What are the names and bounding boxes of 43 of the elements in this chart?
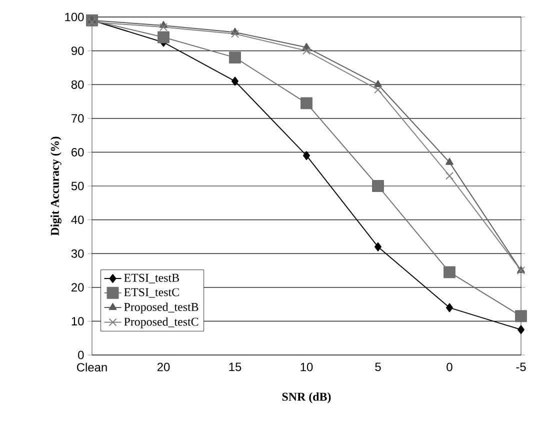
- y-tick-label: 50: [71, 182, 84, 190]
- legend-label: Proposed_testC: [124, 317, 198, 328]
- x-tick-label: 10: [300, 362, 313, 372]
- point: [374, 86, 382, 94]
- point: [230, 30, 240, 38]
- x-tick-label: 0: [446, 362, 452, 372]
- y-tick-label: 70: [72, 114, 84, 123]
- point: [374, 80, 382, 88]
- legend-label: Proposed_testB: [124, 302, 198, 314]
- y-tick-label: 60: [72, 148, 84, 156]
- legend-label: ETSI_testB: [124, 274, 179, 284]
- y-tick-label: 40: [71, 216, 84, 224]
- point: [302, 46, 311, 55]
- point: [446, 303, 453, 312]
- point: [232, 76, 238, 86]
- point: [446, 158, 454, 165]
- y-tick-label: 100: [65, 12, 84, 22]
- y-tick-label: 30: [71, 249, 84, 258]
- point: [374, 242, 382, 252]
- x-axis-title: SNR (dB): [282, 392, 331, 404]
- point: [372, 180, 384, 192]
- y-tick-label: 80: [71, 80, 84, 89]
- y-tick-label: 90: [71, 46, 84, 56]
- point: [518, 325, 524, 334]
- point: [300, 97, 312, 110]
- y-tick-label: 0: [78, 350, 84, 360]
- point: [445, 172, 454, 180]
- point: [303, 151, 310, 160]
- x-tick-label: Clean: [76, 362, 107, 372]
- point: [158, 31, 170, 44]
- x-tick-label: 20: [157, 362, 170, 372]
- point: [515, 310, 527, 322]
- y-tick-label: 10: [72, 316, 84, 326]
- x-tick-label: -5: [516, 362, 526, 372]
- point: [88, 18, 96, 26]
- point: [159, 23, 168, 32]
- point: [444, 266, 456, 278]
- y-tick-label: 20: [72, 283, 84, 292]
- legend-label: ETSI_testC: [124, 288, 179, 298]
- y-axis-title: Digit Accuracy (%): [50, 136, 62, 236]
- point: [229, 52, 241, 64]
- x-tick-label: 15: [229, 362, 242, 372]
- x-tick-label: 5: [375, 362, 381, 372]
